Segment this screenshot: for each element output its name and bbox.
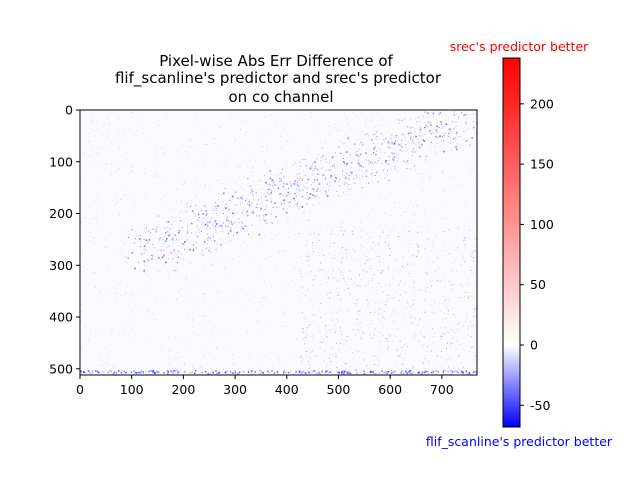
x-tick-label: 500 bbox=[327, 382, 351, 397]
y-tick-label: 0 bbox=[65, 103, 73, 118]
x-axis: 0 100 200 300 400 500 600 700 bbox=[76, 375, 454, 397]
x-tick-label: 700 bbox=[430, 382, 454, 397]
chart-title-line-2: flif_scanline's predictor and srec's pre… bbox=[115, 69, 442, 88]
colorbar: srec's predictor better -50050100150200 … bbox=[426, 39, 613, 449]
colorbar-bar bbox=[502, 57, 521, 428]
colorbar-tick-label: 0 bbox=[530, 338, 538, 353]
y-tick-label: 500 bbox=[49, 361, 73, 376]
colorbar-tick-label: 100 bbox=[530, 217, 554, 232]
colorbar-tick-label: 150 bbox=[530, 157, 554, 172]
y-tick-label: 100 bbox=[49, 154, 73, 169]
chart-title-line-1: Pixel-wise Abs Err Difference of bbox=[159, 52, 393, 70]
colorbar-tick-label: 200 bbox=[530, 96, 554, 111]
x-tick-label: 600 bbox=[378, 382, 402, 397]
heatmap-frame bbox=[79, 109, 478, 376]
y-tick-label: 300 bbox=[49, 258, 73, 273]
colorbar-ticks: -50 0 50 100 150 200 bbox=[520, 96, 554, 413]
x-tick-label: 0 bbox=[76, 382, 84, 397]
heatmap-pixels bbox=[80, 110, 477, 375]
colorbar-bottom-label: flif_scanline's predictor better bbox=[426, 434, 613, 449]
y-tick-label: 200 bbox=[49, 206, 73, 221]
x-tick-label: 400 bbox=[275, 382, 299, 397]
x-tick-label: 100 bbox=[120, 382, 144, 397]
heatmap-area bbox=[79, 109, 478, 376]
colorbar-top-label: srec's predictor better bbox=[450, 39, 589, 54]
x-tick-label: 300 bbox=[223, 382, 247, 397]
heatmap-background bbox=[80, 110, 477, 375]
x-tick-label: 200 bbox=[171, 382, 195, 397]
chart-title-line-3: on co channel bbox=[229, 88, 334, 106]
colorbar-tick-label: 50 bbox=[530, 277, 546, 292]
y-tick-label: 400 bbox=[49, 310, 73, 325]
y-axis: 0 100 200 300 400 500 bbox=[49, 103, 80, 376]
colorbar-tick-label: -50 bbox=[530, 398, 550, 413]
